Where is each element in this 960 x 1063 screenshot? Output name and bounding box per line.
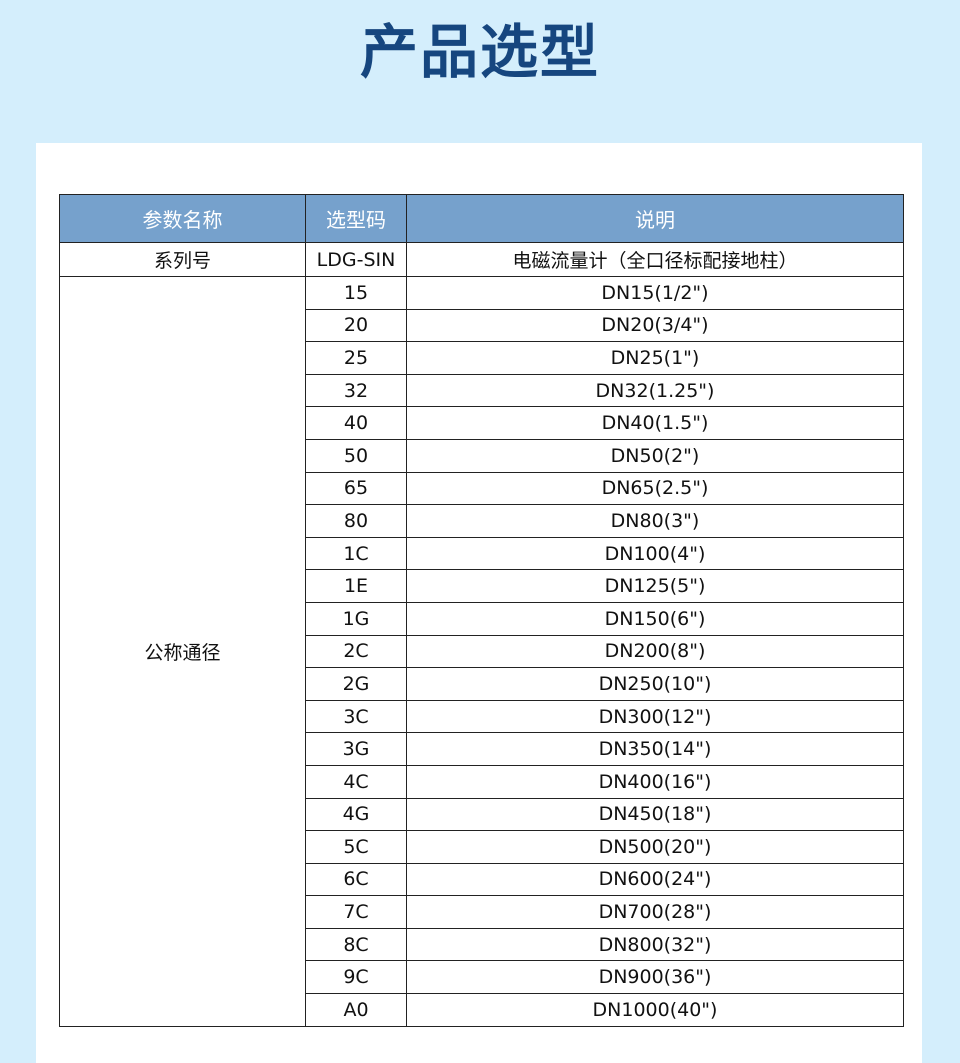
page-title: 产品选型: [359, 18, 600, 86]
code-cell: 50: [305, 438, 407, 473]
desc-cell: DN50(2"): [406, 438, 904, 473]
code-cell: 9C: [305, 960, 407, 995]
desc-cell: DN150(6"): [406, 601, 904, 636]
param-cell: 系列号: [59, 242, 306, 277]
desc-cell: DN200(8"): [406, 634, 904, 669]
table-row: 1C DN100(4"): [60, 536, 904, 571]
table-row: 5C DN500(20"): [60, 830, 904, 864]
desc-cell: DN65(2.5"): [406, 471, 904, 506]
desc-cell: DN400(16"): [406, 764, 904, 799]
param-cell: 公称通径: [59, 276, 306, 1027]
desc-cell: DN900(36"): [406, 960, 904, 995]
code-cell: 2G: [305, 667, 407, 701]
desc-cell: DN450(18"): [406, 797, 904, 832]
code-cell: A0: [305, 993, 407, 1027]
table-row: A0 DN1000(40"): [60, 993, 904, 1027]
code-cell: 1E: [305, 569, 407, 603]
desc-cell: DN40(1.5"): [406, 406, 904, 440]
desc-cell: DN100(4"): [406, 536, 904, 571]
table-row: 系列号 LDG-SIN 电磁流量计（全口径标配接地柱）: [59, 242, 904, 277]
code-cell: 65: [305, 471, 407, 506]
desc-cell: DN300(12"): [406, 699, 904, 734]
desc-cell: DN700(28"): [406, 895, 904, 929]
desc-cell: DN250(10"): [406, 667, 904, 701]
desc-cell: DN125(5"): [406, 569, 904, 603]
header-code: 选型码: [305, 194, 407, 243]
table-row: 1E DN125(5"): [60, 569, 904, 603]
table-row: 2C DN200(8"): [60, 634, 904, 669]
table-row: 40 DN40(1.5"): [60, 406, 904, 440]
code-cell: 4C: [305, 764, 407, 799]
table-row: 8C DN800(32"): [60, 927, 904, 962]
desc-cell: DN80(3"): [406, 504, 904, 538]
desc-cell: DN32(1.25"): [406, 373, 904, 408]
table-row: 3G DN350(14"): [60, 732, 904, 766]
code-cell: 7C: [305, 895, 407, 929]
table-row: 公称通径 15 DN15(1/2"): [59, 276, 904, 1027]
code-cell: 2C: [305, 634, 407, 669]
desc-cell: DN800(32"): [406, 927, 904, 962]
table-row: 50 DN50(2"): [60, 438, 904, 473]
desc-cell: 电磁流量计（全口径标配接地柱）: [406, 242, 904, 277]
table-row: 6C DN600(24"): [60, 862, 904, 897]
desc-cell: DN25(1"): [406, 341, 904, 375]
code-cell: 8C: [305, 927, 407, 962]
code-cell: 1G: [305, 601, 407, 636]
desc-cell: DN1000(40"): [406, 993, 904, 1027]
desc-cell: DN15(1/2"): [406, 276, 904, 310]
code-cell: 25: [305, 341, 407, 375]
desc-cell: DN500(20"): [406, 830, 904, 864]
code-cell: 80: [305, 504, 407, 538]
code-cell: 3G: [305, 732, 407, 766]
code-cell: 15: [305, 276, 407, 310]
code-cell: 4G: [305, 797, 407, 832]
table-row: 1G DN150(6"): [60, 601, 904, 636]
code-cell: 32: [305, 373, 407, 408]
table-header-row: 参数名称 选型码 说明: [59, 194, 904, 243]
desc-cell: DN600(24"): [406, 862, 904, 897]
selection-table: 参数名称 选型码 说明 系列号 LDG-SIN 电磁流量计（全口径标配接地柱） …: [59, 194, 904, 1027]
desc-cell: DN20(3/4"): [406, 308, 904, 343]
code-cell: 6C: [305, 862, 407, 897]
code-cell: 5C: [305, 830, 407, 864]
table-row: 20 DN20(3/4"): [60, 308, 904, 343]
header-param: 参数名称: [59, 194, 306, 243]
code-cell: 1C: [305, 536, 407, 571]
table-row: 32 DN32(1.25"): [60, 373, 904, 408]
code-cell: 20: [305, 308, 407, 343]
table-row: 65 DN65(2.5"): [60, 471, 904, 506]
header-desc: 说明: [406, 194, 904, 243]
code-cell: LDG-SIN: [305, 242, 407, 277]
code-cell: 3C: [305, 699, 407, 734]
desc-cell: DN350(14"): [406, 732, 904, 766]
table-row: 80 DN80(3"): [60, 504, 904, 538]
code-cell: 40: [305, 406, 407, 440]
